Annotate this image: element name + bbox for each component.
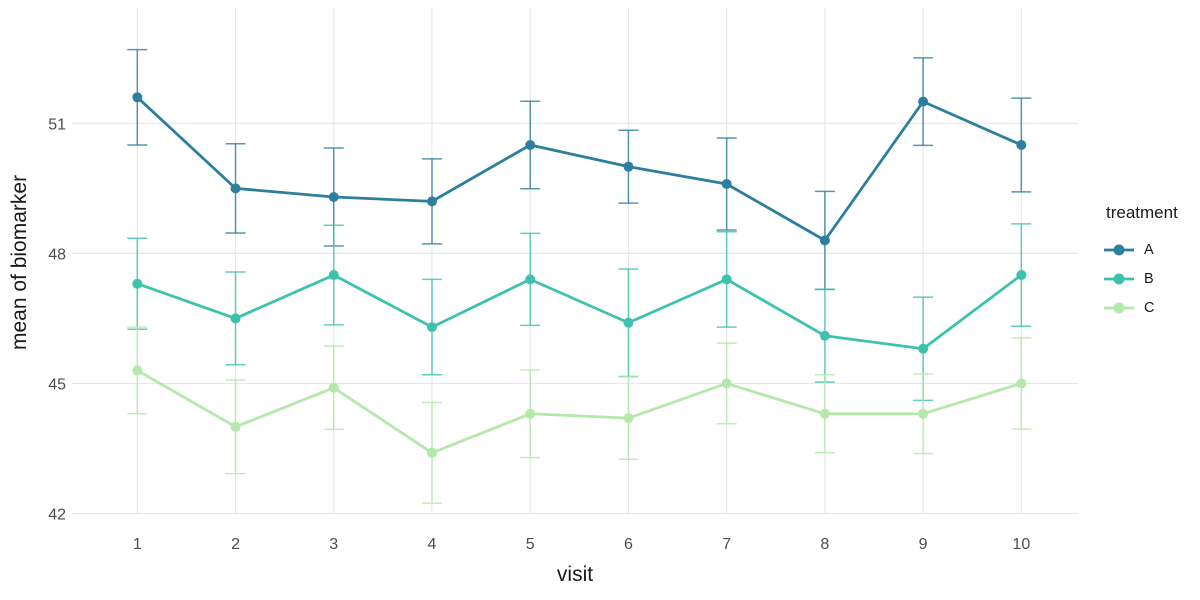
data-point (230, 421, 241, 432)
data-point (328, 270, 339, 281)
legend-label: C (1144, 299, 1155, 316)
data-point (721, 378, 732, 389)
data-point (721, 179, 732, 190)
x-tick-label: 10 (1012, 536, 1030, 553)
data-point (1016, 139, 1027, 150)
data-point (623, 161, 634, 172)
data-point (525, 408, 536, 419)
data-point (623, 317, 634, 328)
legend-item-B: B (1104, 264, 1178, 293)
data-point (1016, 378, 1027, 389)
legend-label: B (1144, 270, 1154, 287)
x-tick-label: 3 (329, 536, 338, 553)
data-point (132, 365, 143, 376)
legend-key-icon (1104, 302, 1134, 313)
legend-item-A: A (1104, 235, 1178, 264)
data-point (328, 192, 339, 203)
series-line (136, 273, 1023, 351)
x-tick-label: 1 (133, 536, 142, 553)
x-tick-label: 4 (428, 536, 437, 553)
data-point (525, 274, 536, 285)
series-line (136, 96, 1022, 242)
data-point (328, 382, 339, 393)
x-tick-label: 9 (919, 536, 928, 553)
data-point (918, 343, 929, 354)
data-point (819, 330, 830, 341)
data-point (132, 278, 143, 289)
legend-key-icon (1104, 273, 1134, 284)
x-axis-title: visit (556, 563, 594, 586)
y-tick-label: 42 (48, 507, 66, 524)
data-point (623, 413, 634, 424)
x-tick-label: 2 (231, 536, 240, 553)
data-point (721, 274, 732, 285)
data-point (132, 92, 143, 103)
x-tick-label: 8 (820, 536, 829, 553)
data-point (1016, 270, 1027, 281)
data-point (426, 447, 437, 458)
data-point (426, 322, 437, 333)
y-tick-label: 45 (48, 376, 66, 393)
x-tick-label: 7 (722, 536, 731, 553)
data-point (230, 313, 241, 324)
series-B (127, 223, 1032, 402)
data-point (918, 96, 929, 107)
y-tick-label: 51 (48, 116, 66, 133)
legend-item-C: C (1104, 293, 1178, 322)
x-tick-label: 6 (624, 536, 633, 553)
series-line (136, 369, 1022, 455)
data-point (426, 196, 437, 207)
y-tick-label: 48 (48, 246, 66, 263)
data-point (918, 408, 929, 419)
x-tick-label: 5 (526, 536, 535, 553)
data-point (230, 183, 241, 194)
data-point (819, 408, 830, 419)
data-point (819, 235, 830, 246)
legend-title: treatment (1106, 203, 1178, 222)
series-C (127, 326, 1032, 504)
legend-key-icon (1104, 244, 1134, 255)
legend-label: A (1144, 241, 1154, 258)
data-point (525, 139, 536, 150)
